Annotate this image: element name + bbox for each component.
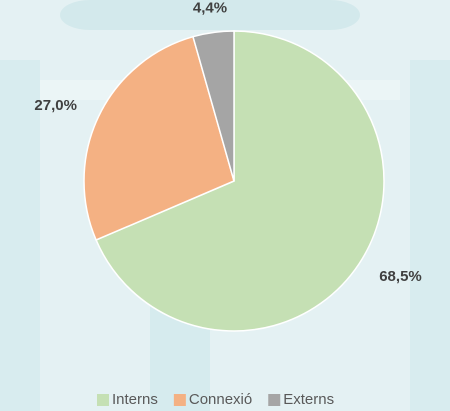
decoration bbox=[0, 60, 40, 411]
decoration bbox=[410, 60, 450, 411]
legend-swatch bbox=[173, 394, 186, 406]
legend-swatch bbox=[268, 394, 281, 406]
legend-label: Connexió bbox=[189, 391, 252, 408]
pie: 68,5% 27,0% 4,4% bbox=[34, 0, 422, 332]
data-label: 4,4% bbox=[193, 0, 227, 17]
data-label: 27,0% bbox=[34, 97, 77, 114]
legend: Interns Connexió Externs bbox=[97, 391, 334, 408]
legend-swatch bbox=[97, 394, 109, 406]
pie-slice bbox=[95, 30, 385, 332]
decoration bbox=[60, 0, 360, 30]
pie-slice bbox=[192, 30, 235, 182]
legend-label: Externs bbox=[283, 391, 334, 408]
legend-label: Interns bbox=[112, 391, 158, 408]
pie-slice bbox=[83, 35, 235, 241]
data-label: 68,5% bbox=[379, 268, 422, 285]
